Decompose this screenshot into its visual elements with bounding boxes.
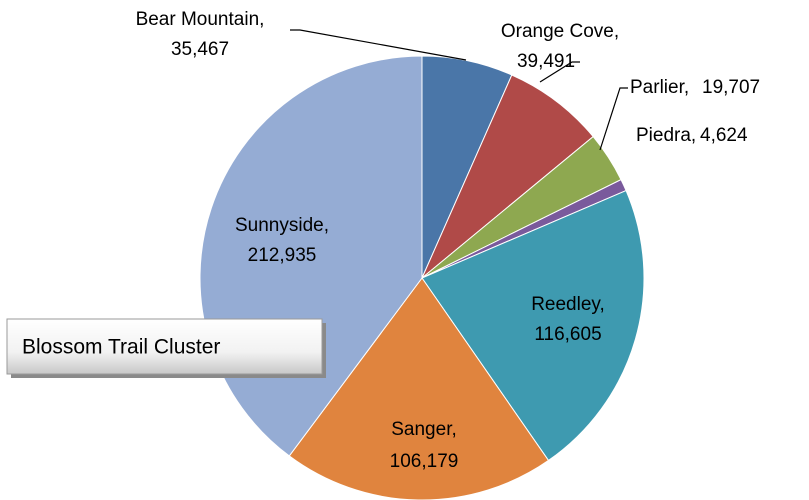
value-label: 212,935: [248, 245, 317, 266]
title-box: [6, 318, 323, 375]
leader-line: [290, 29, 467, 61]
labels: Bear Mountain, 35,467 Orange Cove, 39,491 Pa…: [136, 9, 761, 472]
pie-slice: [421, 74, 594, 279]
value-label: 35,467: [171, 39, 229, 60]
slice-label: Sunnyside,: [235, 215, 329, 236]
value-label: 106,179: [390, 451, 459, 472]
value-label: 19,707: [702, 77, 760, 98]
chart-title: Blossom Trail Cluster: [22, 336, 220, 359]
leader-line: [539, 61, 580, 83]
slice-label: Sanger,: [391, 419, 457, 440]
pie-slice: [421, 189, 645, 462]
slice-label: Reedley,: [531, 294, 605, 315]
slice-label: Piedra,: [636, 125, 696, 146]
slice-label: Parlier,: [630, 77, 689, 98]
slice-label: Bear Mountain,: [136, 9, 265, 30]
slice-label: Orange Cove,: [501, 21, 619, 42]
value-label: 4,624: [700, 125, 748, 146]
leader-line: [599, 87, 628, 151]
value-label: 39,491: [517, 51, 575, 72]
value-label: 116,605: [534, 324, 601, 345]
